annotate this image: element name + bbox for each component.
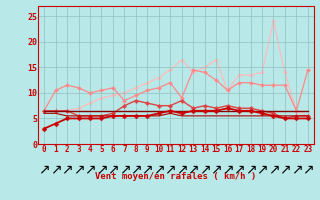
X-axis label: Vent moyen/en rafales ( km/h ): Vent moyen/en rafales ( km/h ) bbox=[95, 172, 257, 181]
